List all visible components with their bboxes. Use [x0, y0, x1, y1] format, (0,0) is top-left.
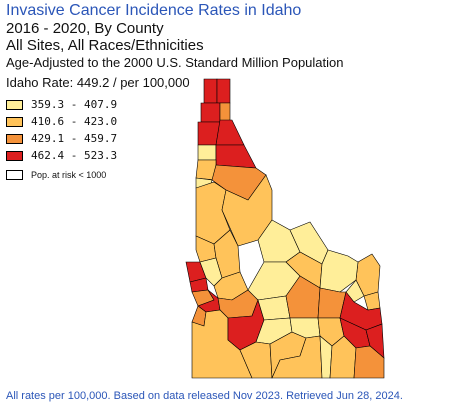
- map-subtitle-years: 2016 - 2020, By County: [6, 20, 164, 37]
- county-cache-border[interactable]: [353, 345, 385, 379]
- county-boundary[interactable]: [203, 78, 218, 104]
- legend: 359.3 - 407.9 410.6 - 423.0 429.1 - 459.…: [6, 96, 117, 164]
- county-clearwater[interactable]: [215, 144, 257, 169]
- legend-item: 359.3 - 407.9: [6, 96, 117, 113]
- legend-item: 410.6 - 423.0: [6, 113, 117, 130]
- legend-label: 410.6 - 423.0: [31, 115, 118, 128]
- map-subtitle-age-adjustment: Age-Adjusted to the 2000 U.S. Standard M…: [6, 55, 344, 70]
- legend-na-item: Pop. at risk < 1000: [6, 170, 106, 180]
- county-kootenai[interactable]: [219, 102, 231, 123]
- legend-label: 462.4 - 523.3: [31, 149, 118, 162]
- legend-label: 429.1 - 459.7: [31, 132, 118, 145]
- legend-item: 429.1 - 459.7: [6, 130, 117, 147]
- legend-na-label: Pop. at risk < 1000: [31, 170, 107, 180]
- footer-note: All rates per 100,000. Based on data rel…: [6, 390, 403, 402]
- county-lincoln[interactable]: [257, 295, 291, 321]
- map-title: Invasive Cancer Incidence Rates in Idaho: [6, 2, 302, 19]
- legend-swatch: [6, 116, 23, 127]
- legend-label: 359.3 - 407.9: [31, 98, 118, 111]
- county-bonner[interactable]: [200, 102, 221, 123]
- county-shoshone[interactable]: [215, 119, 245, 146]
- county-latah[interactable]: [197, 144, 217, 161]
- legend-swatch: [6, 99, 23, 110]
- legend-swatch: [6, 133, 23, 144]
- county-kootenai[interactable]: [216, 78, 231, 104]
- state-rate: Idaho Rate: 449.2 / per 100,000: [6, 75, 190, 90]
- legend-na-swatch: [6, 170, 23, 180]
- legend-swatch: [6, 150, 23, 161]
- map-subtitle-sites: All Sites, All Races/Ethnicities: [6, 37, 204, 54]
- legend-item: 462.4 - 523.3: [6, 147, 117, 164]
